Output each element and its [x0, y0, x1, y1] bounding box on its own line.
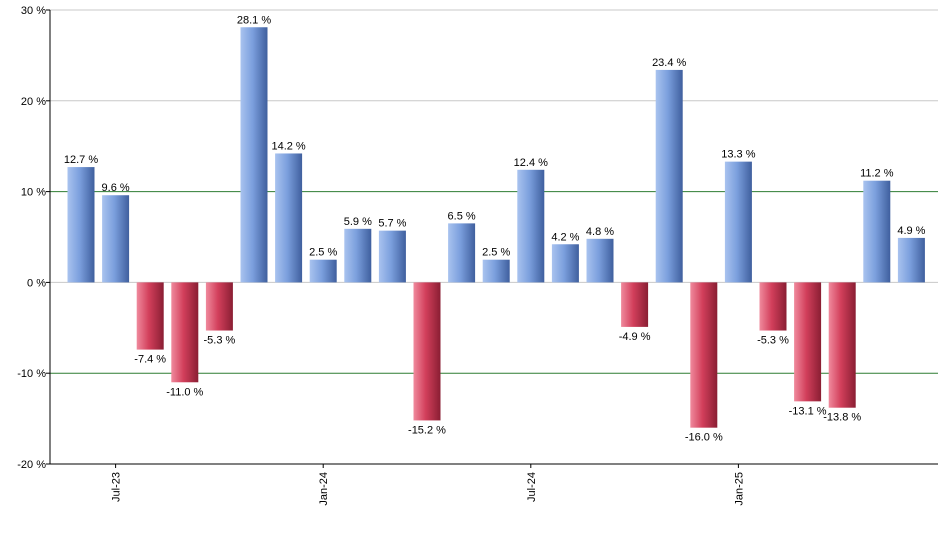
- bar-data-label: -7.4 %: [134, 354, 166, 366]
- bar-data-label: 12.4 %: [514, 157, 548, 169]
- bar-data-label: 28.1 %: [237, 14, 271, 26]
- bar-data-label: -11.0 %: [166, 386, 203, 398]
- bar-data-label: 14.2 %: [271, 140, 305, 152]
- bar-data-label: -5.3 %: [204, 335, 236, 347]
- positive-bar: [240, 27, 268, 283]
- bar-data-label: 13.3 %: [721, 149, 755, 161]
- positive-bar: [344, 228, 372, 283]
- positive-bar: [897, 237, 925, 283]
- negative-bar: [621, 282, 649, 327]
- bar-data-label: 11.2 %: [860, 168, 894, 180]
- y-tick-label: 10 %: [21, 187, 46, 199]
- negative-bar: [205, 282, 233, 331]
- y-tick-label: 20 %: [21, 96, 46, 108]
- bar-data-label: -13.1 %: [789, 405, 827, 417]
- positive-bar: [448, 223, 476, 283]
- x-tick-label: Jan-25: [733, 472, 745, 506]
- negative-bar: [171, 282, 199, 383]
- positive-bar: [724, 161, 752, 283]
- bar-data-label: -5.3 %: [757, 335, 789, 347]
- bar-data-label: 12.7 %: [64, 154, 98, 166]
- positive-bar: [655, 69, 683, 283]
- negative-bar: [828, 282, 856, 408]
- positive-bar: [102, 195, 130, 283]
- y-tick-label: 30 %: [21, 5, 46, 17]
- positive-bar: [67, 167, 95, 283]
- bar-data-label: -13.8 %: [823, 412, 861, 424]
- y-tick-label: 0 %: [27, 277, 46, 289]
- bar-data-label: 23.4 %: [652, 57, 686, 69]
- bar-data-label: 4.8 %: [586, 226, 614, 238]
- positive-bar: [309, 259, 337, 283]
- axes-layer: 30 % 20 % 10 % 0 % -10 % -20 % Jul-23 Jan-24 Jul…: [17, 5, 938, 506]
- bar-data-label: 5.7 %: [378, 218, 406, 230]
- positive-bar: [517, 169, 545, 283]
- bar-data-label: 5.9 %: [344, 216, 372, 228]
- bar-data-label: 6.5 %: [448, 210, 476, 222]
- bar-data-label: -16.0 %: [685, 432, 723, 444]
- negative-bar: [690, 282, 718, 428]
- negative-bar: [413, 282, 441, 421]
- bars-layer: [67, 27, 925, 428]
- bar-data-label: 9.6 %: [102, 182, 130, 194]
- positive-bar: [551, 244, 579, 283]
- negative-bar: [136, 282, 164, 350]
- positive-bar: [378, 230, 406, 283]
- bar-data-label: 4.2 %: [551, 231, 579, 243]
- bar-data-label: -4.9 %: [619, 331, 651, 343]
- positive-bar: [482, 259, 510, 283]
- y-tick-label: -20 %: [17, 459, 46, 471]
- bar-data-label: -15.2 %: [408, 424, 446, 436]
- positive-bar: [863, 180, 891, 283]
- negative-bar: [759, 282, 787, 331]
- y-tick-label: -10 %: [17, 368, 46, 380]
- bar-data-label: 4.9 %: [897, 225, 925, 237]
- bar-data-label: 2.5 %: [309, 247, 337, 259]
- x-tick-label: Jul-23: [111, 472, 123, 502]
- x-tick-label: Jan-24: [318, 472, 330, 506]
- positive-bar: [275, 153, 303, 283]
- x-tick-label: Jul-24: [526, 472, 538, 502]
- data-labels-layer: 12.7 % 9.6 % -7.4 % -11.0 % -5.3 % 28.1 % 14.2…: [64, 14, 926, 443]
- bar-data-label: 2.5 %: [482, 247, 510, 259]
- positive-bar: [586, 238, 614, 283]
- negative-bar: [794, 282, 822, 402]
